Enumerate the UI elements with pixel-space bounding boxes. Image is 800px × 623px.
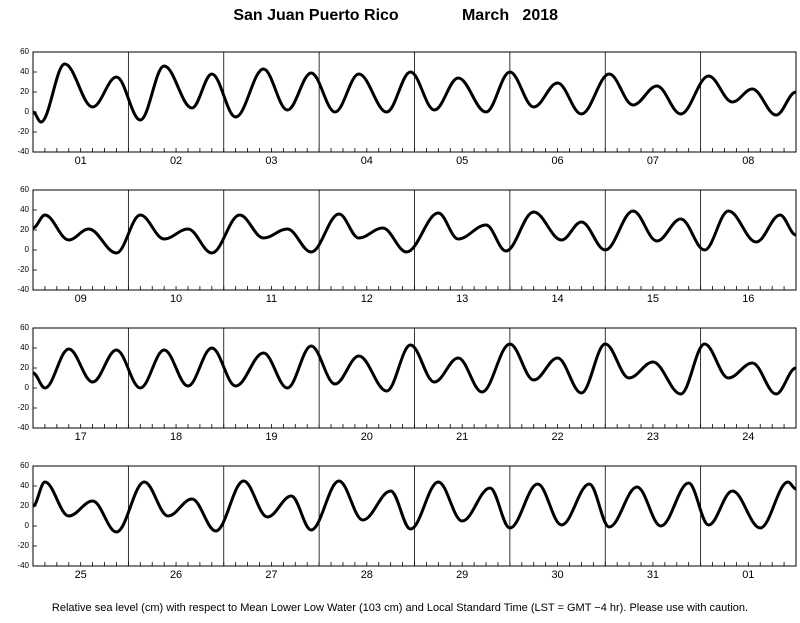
y-tick-label: -40 (17, 147, 29, 156)
day-label: 05 (456, 155, 468, 167)
y-tick-label: 20 (20, 225, 29, 234)
day-label: 01 (75, 155, 87, 167)
day-label: 18 (170, 431, 182, 443)
day-label: 25 (75, 569, 87, 581)
tide-line (32, 209, 797, 255)
chart-subtitle: March 2018 (462, 7, 558, 24)
y-tick-label: 40 (20, 205, 29, 214)
day-label: 10 (170, 293, 182, 305)
y-tick-label: 60 (20, 461, 29, 470)
y-tick-label: 60 (20, 47, 29, 56)
y-tick-label: 0 (25, 521, 30, 530)
day-label: 31 (647, 569, 659, 581)
day-label: 12 (361, 293, 373, 305)
tide-line (32, 479, 797, 534)
y-tick-label: 0 (25, 383, 30, 392)
y-tick-label: 0 (25, 107, 30, 116)
day-label: 14 (551, 293, 563, 305)
day-label: 17 (75, 431, 87, 443)
y-tick-label: -40 (17, 561, 29, 570)
day-label: 09 (75, 293, 87, 305)
y-tick-label: 60 (20, 323, 29, 332)
y-tick-label: -20 (17, 127, 29, 136)
day-label: 01 (742, 569, 754, 581)
y-tick-label: 20 (20, 363, 29, 372)
day-label: 20 (361, 431, 373, 443)
y-tick-label: 0 (25, 245, 30, 254)
day-label: 21 (456, 431, 468, 443)
y-tick-label: -20 (17, 403, 29, 412)
day-label: 06 (551, 155, 563, 167)
day-label: 22 (551, 431, 563, 443)
day-label: 28 (361, 569, 373, 581)
tide-line (32, 342, 797, 396)
y-tick-label: 20 (20, 501, 29, 510)
day-label: 02 (170, 155, 182, 167)
footnote: Relative sea level (cm) with respect to … (52, 602, 748, 614)
day-label: 26 (170, 569, 182, 581)
y-tick-label: 20 (20, 87, 29, 96)
day-label: 13 (456, 293, 468, 305)
day-label: 11 (266, 293, 277, 305)
y-tick-label: 40 (20, 343, 29, 352)
day-label: 23 (647, 431, 659, 443)
day-label: 08 (742, 155, 754, 167)
day-label: 19 (265, 431, 277, 443)
day-label: 15 (647, 293, 659, 305)
tide-line (32, 62, 797, 124)
y-tick-label: 40 (20, 67, 29, 76)
y-tick-label: -20 (17, 541, 29, 550)
day-label: 07 (647, 155, 659, 167)
day-label: 30 (551, 569, 563, 581)
day-label: 03 (265, 155, 277, 167)
day-label: 04 (361, 155, 373, 167)
day-label: 27 (265, 569, 277, 581)
day-label: 29 (456, 569, 468, 581)
y-tick-label: -40 (17, 423, 29, 432)
y-tick-label: 40 (20, 481, 29, 490)
y-tick-label: 60 (20, 185, 29, 194)
chart-title: San Juan Puerto Rico (233, 7, 399, 24)
day-label: 16 (742, 293, 754, 305)
y-tick-label: -40 (17, 285, 29, 294)
day-label: 24 (742, 431, 754, 443)
y-tick-label: -20 (17, 265, 29, 274)
